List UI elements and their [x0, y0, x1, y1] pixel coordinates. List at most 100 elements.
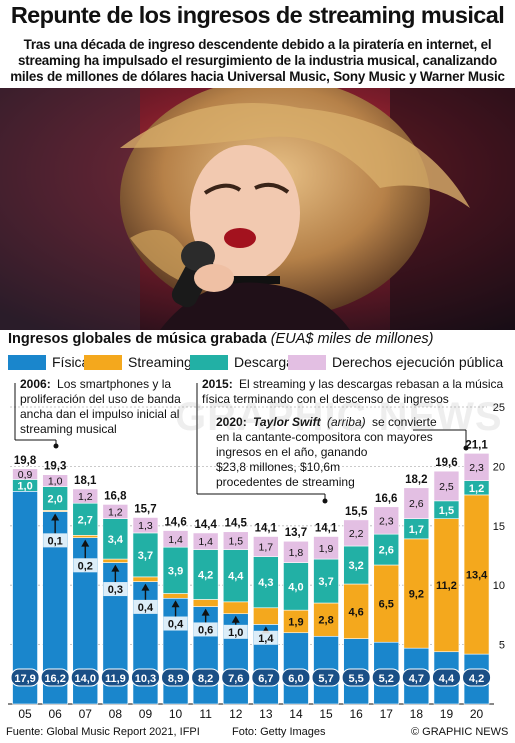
- annotation-2015: 2015: El streaming y las descargas rebas…: [202, 377, 507, 406]
- annotation-2020-name: Taylor Swift: [253, 415, 322, 429]
- streaming-label-bg: [163, 616, 188, 631]
- annotation-2006-year: 2006:: [20, 377, 51, 391]
- bar-segment-derechos: [313, 536, 339, 560]
- bar-segment-descargas: [72, 502, 99, 536]
- x-tick-label: 13: [259, 707, 273, 721]
- bar-segment-derechos: [72, 488, 99, 504]
- value-label-streaming: 13,4: [466, 570, 488, 582]
- bar-segment-streaming: [72, 535, 99, 538]
- annotation-2020-year: 2020:: [216, 415, 247, 429]
- value-label-total: 18,1: [74, 475, 97, 487]
- value-label-streaming: 9,2: [409, 589, 424, 601]
- value-label-derechos: 1,0: [48, 476, 63, 488]
- legend-label-streaming: Streaming: [128, 354, 192, 370]
- value-label-fisica: 17,9: [14, 673, 35, 685]
- value-label-fisica: 7,6: [228, 673, 243, 685]
- bar-segment-streaming: [343, 583, 369, 639]
- value-label-derechos: 2,3: [379, 515, 394, 527]
- chart-title-unit: (EUA$ miles de millones): [270, 331, 434, 347]
- label-box-fisica: [462, 668, 492, 687]
- value-label-derechos: 2,3: [469, 462, 484, 474]
- streaming-pointer-icon: [141, 583, 150, 591]
- annotation-2020: 2020: Taylor Swift (arriba) se convierte…: [216, 415, 440, 489]
- bar-segment-derechos: [192, 532, 219, 550]
- value-label-total: 14,1: [255, 522, 278, 534]
- value-label-descargas: 1,2: [469, 483, 484, 495]
- singer-photo: [0, 88, 515, 330]
- annotation-2006-line-1: Los smartphones y la: [57, 377, 171, 391]
- chart-title-main: Ingresos globales de música grabada: [8, 331, 267, 347]
- label-box-fisica: [191, 668, 221, 687]
- annotation-2020-line-4: $23,8 millones, $10,6m: [216, 460, 340, 474]
- value-label-fisica: 6,7: [258, 673, 273, 685]
- bar-segment-derechos: [343, 519, 369, 547]
- value-label-derechos: 1,3: [138, 520, 153, 532]
- value-label-descargas: 1,0: [17, 480, 32, 492]
- bar-segment-derechos: [463, 453, 490, 481]
- bar-segment-streaming: [102, 558, 129, 563]
- footer-source: Fuente: Global Music Report 2021, IFPI: [6, 726, 200, 738]
- legend-label-derechos: Derechos ejecución pública: [332, 354, 504, 370]
- label-box-fisica: [40, 668, 70, 687]
- bar-segment-descargas: [253, 556, 279, 609]
- bar-segment-derechos: [132, 517, 159, 534]
- value-label-total: 19,6: [435, 457, 457, 469]
- footer-copyright: © GRAPHIC NEWS: [411, 726, 509, 738]
- value-label-total: 15,5: [345, 506, 368, 518]
- bar-segment-derechos: [42, 474, 68, 487]
- label-box-fisica: [401, 668, 431, 687]
- value-label-derechos: 2,5: [439, 481, 454, 493]
- page-title: Repunte de los ingresos de streaming mus…: [10, 2, 505, 28]
- value-label-descargas: 4,4: [228, 571, 244, 583]
- value-label-fisica: 5,7: [318, 673, 333, 685]
- annotation-2020-line-5: procedentes de streaming: [216, 475, 355, 489]
- streaming-label-bg: [133, 599, 158, 614]
- bar-segment-streaming: [162, 593, 189, 599]
- value-label-derechos: 1,5: [228, 536, 243, 548]
- y-tick-label: 15: [493, 521, 505, 533]
- annotation-2020-paren: (arriba): [327, 415, 366, 429]
- value-label-streaming: 6,5: [379, 599, 394, 611]
- value-label-descargas: 3,7: [318, 576, 333, 588]
- streaming-label-bg: [43, 533, 68, 548]
- annotation-2015-year: 2015:: [202, 377, 233, 391]
- bar-segment-descargas: [222, 549, 249, 603]
- annotation-2006-line-3: ancha dan el impulso inicial al: [20, 407, 179, 421]
- value-label-total: 14,1: [315, 522, 338, 534]
- value-label-streaming: 2,8: [318, 615, 333, 627]
- bar-segment-descargas: [162, 546, 189, 594]
- value-label-descargas: 4,0: [288, 581, 303, 593]
- annotation-2020-line-3: ingresos en el año, ganando: [216, 445, 368, 459]
- bar-segment-derechos: [253, 536, 279, 557]
- value-label-fisica: 4,4: [439, 673, 455, 685]
- value-label-descargas: 3,7: [138, 550, 153, 562]
- bar-segment-descargas: [283, 562, 309, 611]
- bar-segment-derechos: [102, 504, 129, 519]
- x-tick-label: 06: [48, 707, 62, 721]
- value-label-streaming: 0,3: [108, 584, 123, 596]
- bar-segment-streaming: [192, 599, 219, 607]
- x-tick-label: 05: [18, 707, 32, 721]
- annotation-2006: 2006: Los smartphones y la proliferación…: [20, 377, 184, 436]
- x-tick-label: 11: [199, 707, 212, 721]
- value-label-fisica: 10,3: [135, 673, 156, 685]
- value-label-descargas: 2,0: [48, 493, 63, 505]
- value-label-derechos: 1,4: [168, 534, 183, 546]
- value-label-total: 14,5: [225, 518, 248, 530]
- label-box-fisica: [100, 668, 130, 687]
- value-label-fisica: 8,9: [168, 673, 183, 685]
- value-label-descargas: 3,4: [108, 534, 124, 546]
- value-label-fisica: 11,9: [105, 673, 126, 685]
- footer-photo-credit: Foto: Getty Images: [232, 726, 326, 738]
- value-label-derechos: 1,8: [289, 547, 304, 559]
- label-box-fisica: [371, 668, 401, 687]
- legend-item-streaming: Streaming: [84, 354, 192, 370]
- value-label-streaming: 1,4: [258, 633, 274, 645]
- value-label-total: 21,1: [465, 439, 488, 451]
- value-label-fisica: 5,2: [379, 673, 394, 685]
- annotation-2015-line-1: El streaming y las descargas rebasan a l…: [239, 377, 503, 391]
- x-tick-label: 08: [109, 707, 123, 721]
- value-label-total: 18,2: [405, 474, 427, 486]
- bar-segment-descargas: [373, 533, 400, 566]
